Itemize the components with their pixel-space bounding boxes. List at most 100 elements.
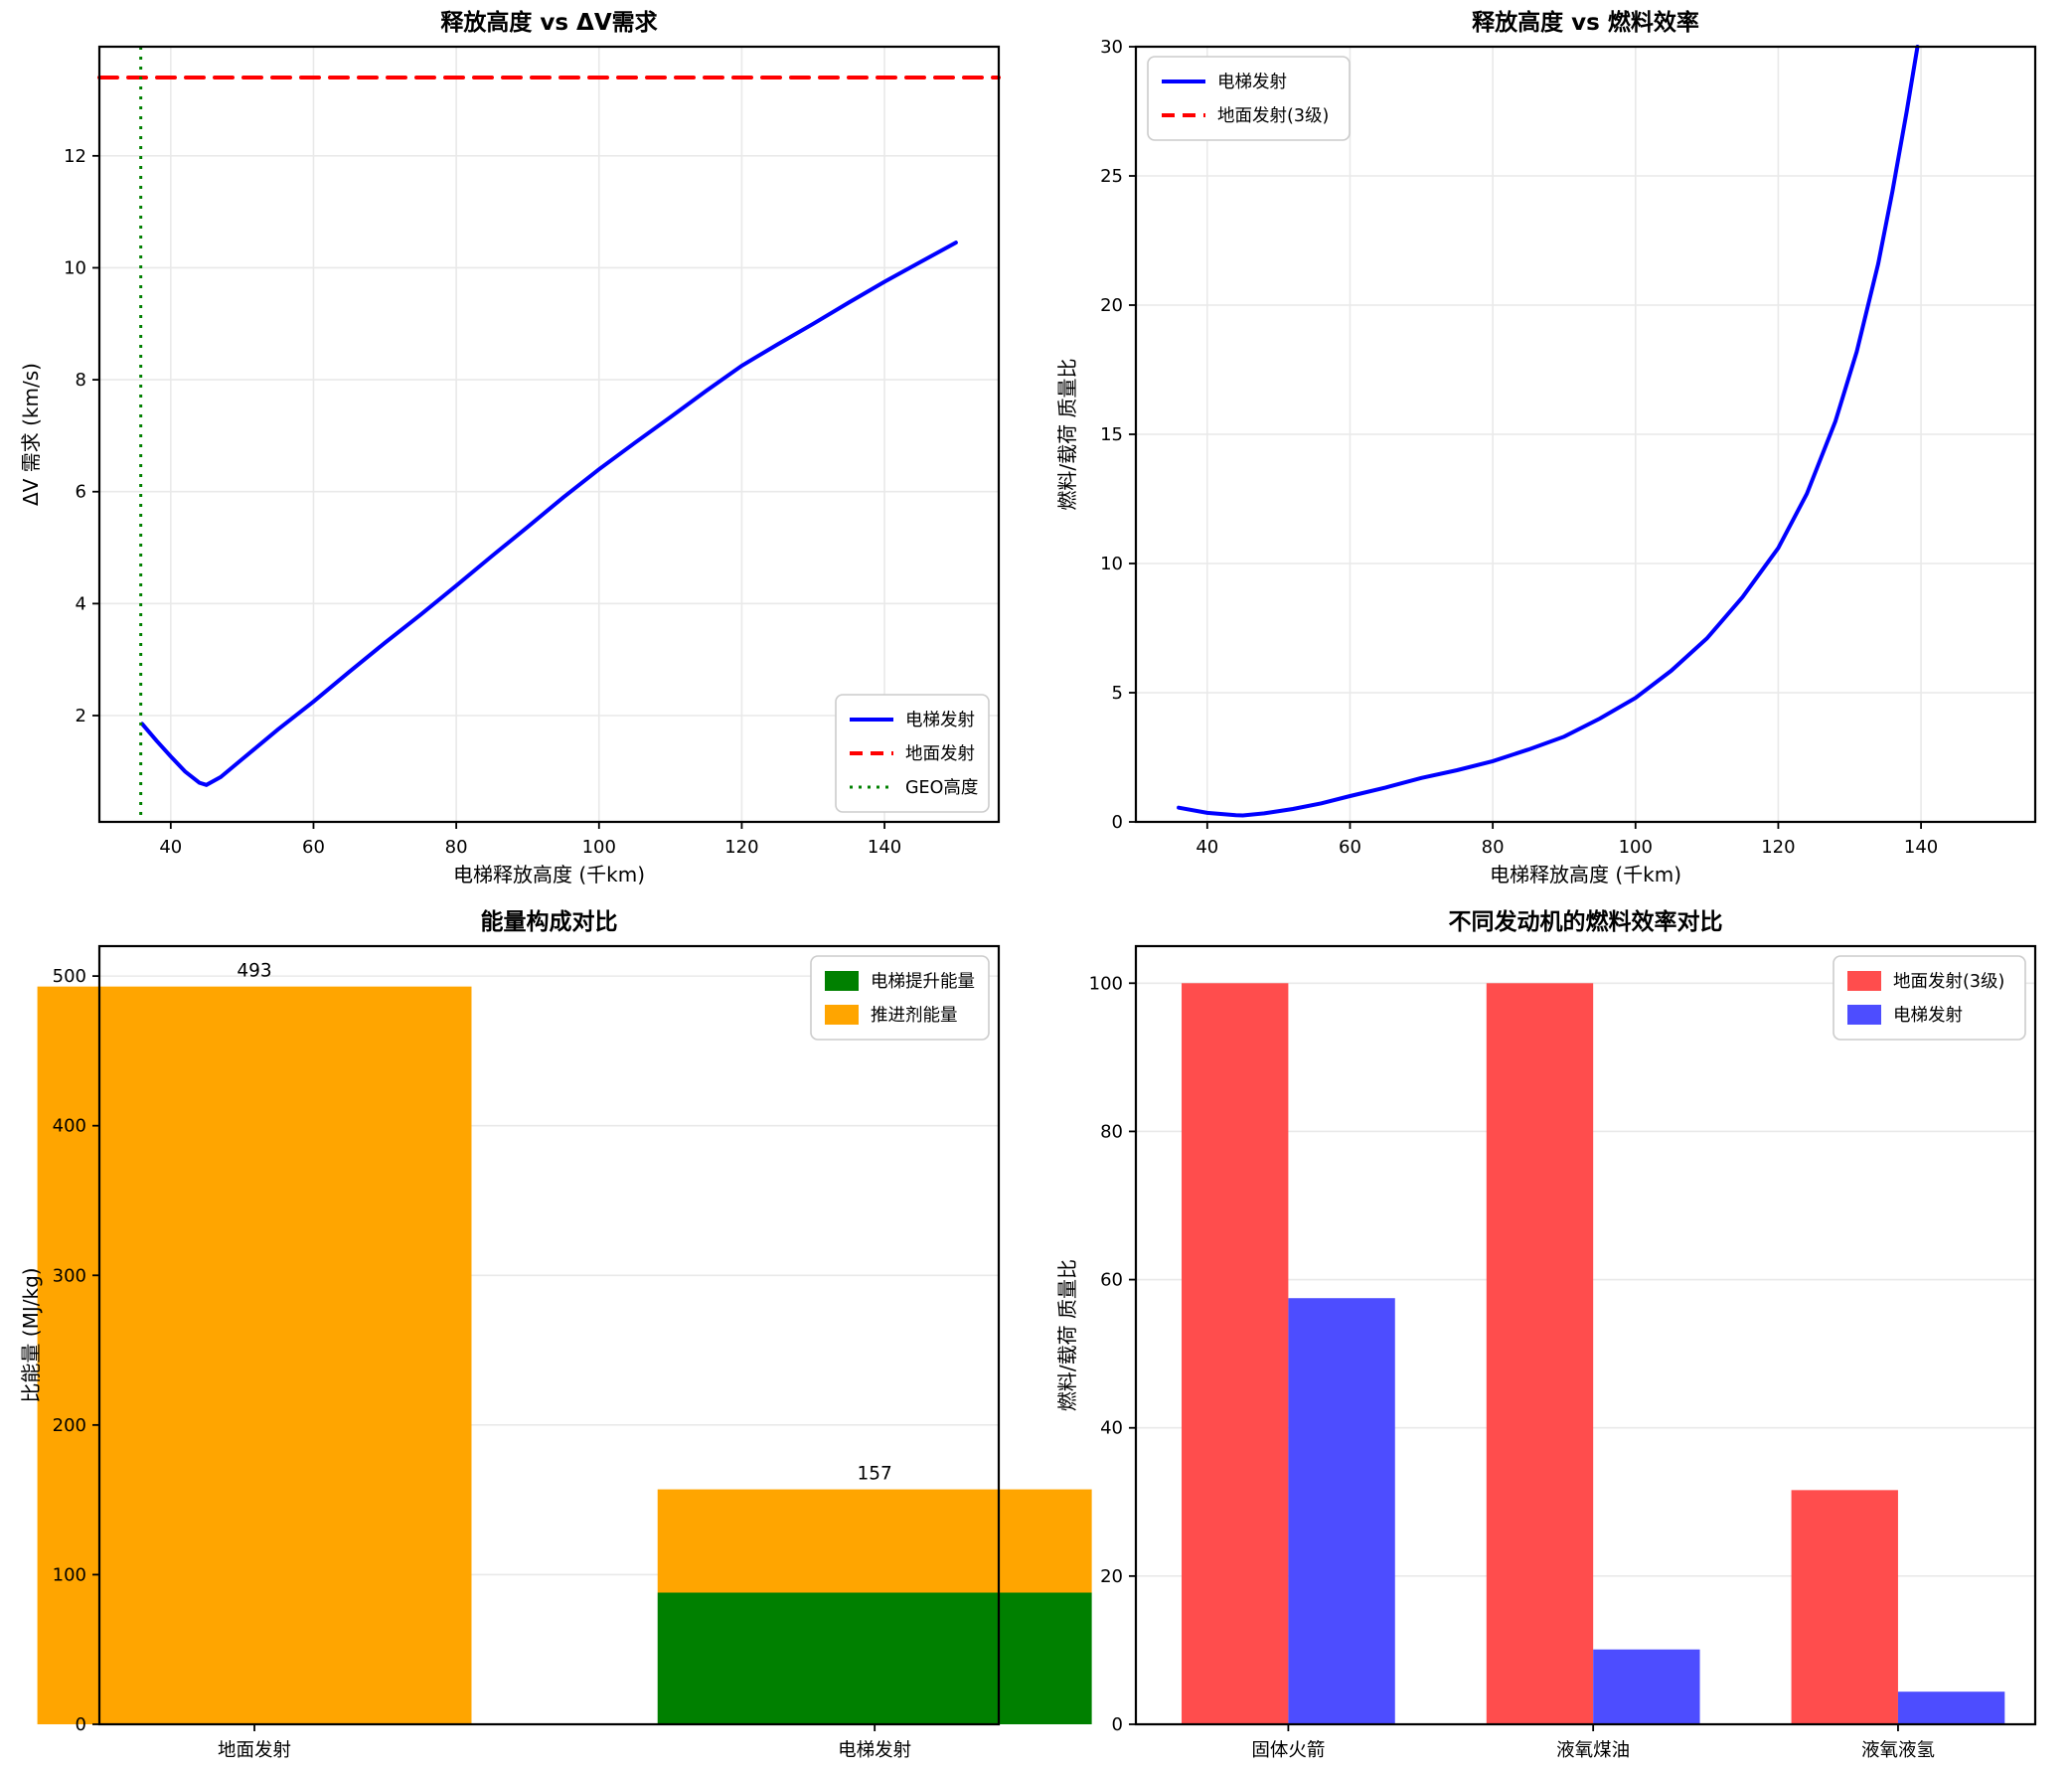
legend-item-elevator-launch: 电梯发射 bbox=[1847, 1005, 1963, 1026]
axes-frame bbox=[1134, 944, 2037, 1726]
subplot-top-left: 40 60 80 100 120 140 2 4 6 8 10 12 释放高度 vs ΔV需求电梯释放高… bbox=[19, 9, 1001, 886]
y-tick-label: 0 bbox=[76, 1714, 86, 1735]
y-tick-label: 10 bbox=[64, 257, 86, 278]
chart-title: 释放高度 vs 燃料效率 bbox=[1472, 9, 1699, 36]
bar-elevator-launch-0 bbox=[1288, 1298, 1395, 1724]
legend-label: 地面发射 bbox=[905, 744, 975, 764]
x-tick-label: 40 bbox=[1195, 837, 1218, 858]
x-tick-label: 液氧液氢 bbox=[1861, 1740, 1935, 1761]
legend-item-ground-launch-3stage: 地面发射(3级) bbox=[1162, 106, 1329, 126]
subplot-top-right: 40 60 80 100 120 140 0 5 10 15 20 25 30 释放高度 vs 燃料效率电… bbox=[1055, 9, 2037, 886]
legend-label: 电梯发射 bbox=[905, 711, 975, 730]
y-tick-label: 60 bbox=[1100, 1270, 1123, 1291]
subplot-bottom-right: 固体火箭 液氧煤油 液氧液氢 0 20 40 60 80 100 不同发动机的燃料效率对比燃料/载… bbox=[1055, 908, 2037, 1761]
bar-elevator-lift-energy-1 bbox=[657, 1592, 1092, 1724]
legend-label: 推进剂能量 bbox=[871, 1006, 958, 1026]
y-tick-label: 400 bbox=[53, 1116, 86, 1137]
y-tick-label: 30 bbox=[1100, 37, 1123, 58]
legend-item-elevator-lift-energy: 电梯提升能量 bbox=[825, 971, 975, 992]
y-tick-label: 300 bbox=[53, 1265, 86, 1286]
legend-label: 电梯提升能量 bbox=[871, 972, 975, 992]
bar-value-label: 157 bbox=[858, 1464, 892, 1485]
legend-box bbox=[1833, 955, 2026, 1041]
y-tick-label: 100 bbox=[1089, 973, 1123, 994]
x-axis-label: 电梯释放高度 (千km) bbox=[1490, 863, 1681, 886]
axes-frame bbox=[97, 944, 1001, 1726]
bar-propellant-energy-0 bbox=[37, 986, 472, 1724]
x-tick-label: 60 bbox=[1339, 837, 1361, 858]
bar-ground-launch-3stage-0 bbox=[1182, 983, 1289, 1724]
bar-elevator-launch-2 bbox=[1897, 1691, 2005, 1724]
chart-title: 能量构成对比 bbox=[481, 908, 618, 935]
legend-sample-swatch bbox=[825, 1005, 859, 1025]
y-tick-label: 2 bbox=[76, 706, 86, 726]
y-tick-label: 100 bbox=[53, 1564, 86, 1585]
legend-label: GEO高度 bbox=[905, 778, 978, 798]
x-axis-label: 电梯释放高度 (千km) bbox=[453, 863, 645, 886]
x-tick-label: 液氧煤油 bbox=[1556, 1740, 1630, 1761]
legend-item-ground-launch-3stage: 地面发射(3级) bbox=[1847, 971, 2004, 992]
y-tick-label: 500 bbox=[53, 966, 86, 987]
y-axis-label: 比能量 (MJ/kg) bbox=[19, 1267, 43, 1402]
y-tick-label: 80 bbox=[1100, 1121, 1123, 1142]
x-tick-label: 80 bbox=[1482, 837, 1505, 858]
legend-box bbox=[835, 694, 990, 813]
series-elevator-launch bbox=[1177, 45, 1920, 818]
x-tick-label: 固体火箭 bbox=[1251, 1740, 1325, 1761]
legend-item-elevator-launch: 电梯发射 bbox=[850, 711, 975, 730]
y-tick-label: 15 bbox=[1100, 424, 1123, 445]
legend-sample-swatch bbox=[1847, 1005, 1881, 1025]
x-tick-label: 80 bbox=[445, 837, 468, 858]
y-tick-label: 5 bbox=[1112, 683, 1123, 704]
legend-box bbox=[810, 955, 990, 1041]
y-tick-label: 20 bbox=[1100, 295, 1123, 316]
bar-propellant-energy-1 bbox=[657, 1489, 1092, 1593]
y-axis-label: 燃料/载荷 质量比 bbox=[1055, 358, 1079, 510]
legend-sample-swatch bbox=[1847, 971, 1881, 991]
y-tick-label: 0 bbox=[1112, 812, 1123, 833]
legend-box bbox=[1147, 56, 1351, 141]
legend: 地面发射(3级) 电梯发射 bbox=[1833, 955, 2026, 1041]
x-tick-label: 100 bbox=[582, 837, 616, 858]
bar-value-label: 493 bbox=[237, 961, 271, 982]
x-tick-label: 120 bbox=[1761, 837, 1795, 858]
legend-item-elevator-launch: 电梯发射 bbox=[1162, 73, 1287, 92]
legend-label: 电梯发射 bbox=[1893, 1006, 1963, 1026]
axes-frame bbox=[97, 45, 1001, 824]
bar-elevator-launch-1 bbox=[1593, 1649, 1700, 1724]
x-tick-label: 地面发射 bbox=[218, 1740, 291, 1761]
x-tick-label: 40 bbox=[159, 837, 182, 858]
y-tick-label: 40 bbox=[1100, 1418, 1123, 1439]
x-tick-label: 电梯发射 bbox=[838, 1740, 911, 1761]
y-tick-label: 200 bbox=[53, 1415, 86, 1436]
x-tick-label: 140 bbox=[1904, 837, 1938, 858]
subplot-bottom-left: 493 157 地面发射 电梯发射 0 100 200 300 400 500 能量构成对比比能量 … bbox=[19, 908, 1092, 1761]
legend-item-ground-launch: 地面发射 bbox=[850, 744, 975, 764]
x-tick-label: 100 bbox=[1619, 837, 1653, 858]
y-tick-label: 6 bbox=[76, 482, 86, 503]
legend-label: 电梯发射 bbox=[1217, 73, 1287, 92]
y-tick-label: 12 bbox=[64, 146, 86, 167]
legend-item-propellant-energy: 推进剂能量 bbox=[825, 1005, 958, 1026]
x-tick-label: 60 bbox=[302, 837, 325, 858]
bar-ground-launch-3stage-2 bbox=[1791, 1490, 1898, 1724]
legend-label: 地面发射(3级) bbox=[1893, 972, 2004, 992]
bar-ground-launch-3stage-1 bbox=[1486, 983, 1594, 1724]
legend-item-geo-altitude: GEO高度 bbox=[850, 778, 978, 798]
y-tick-label: 8 bbox=[76, 370, 86, 391]
legend-label: 地面发射(3级) bbox=[1217, 106, 1329, 126]
y-tick-label: 4 bbox=[76, 593, 86, 614]
chart-title: 释放高度 vs ΔV需求 bbox=[440, 9, 657, 36]
y-axis-label: 燃料/载荷 质量比 bbox=[1055, 1259, 1079, 1411]
y-tick-label: 25 bbox=[1100, 166, 1123, 187]
x-tick-label: 140 bbox=[868, 837, 901, 858]
series-elevator-launch bbox=[140, 241, 958, 787]
legend-sample-swatch bbox=[825, 971, 859, 991]
y-tick-label: 0 bbox=[1112, 1714, 1123, 1735]
x-tick-label: 120 bbox=[724, 837, 758, 858]
y-axis-label: ΔV 需求 (km/s) bbox=[19, 363, 43, 506]
